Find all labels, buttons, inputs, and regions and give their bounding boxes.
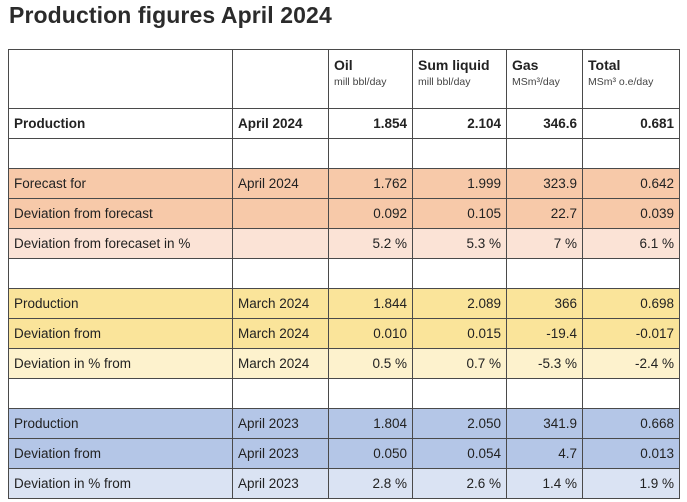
spacer-row xyxy=(8,258,680,289)
gas-value: 7 % xyxy=(506,228,583,259)
row-period: April 2023 xyxy=(232,408,329,439)
spacer-row xyxy=(8,378,680,409)
table-row: Deviation from April 2023 0.050 0.054 4.… xyxy=(8,438,680,469)
total-value: -0.017 xyxy=(582,318,680,349)
sum-liquid-value: 0.054 xyxy=(412,438,507,469)
row-label: Deviation in % from xyxy=(8,348,233,379)
gas-value: -19.4 xyxy=(506,318,583,349)
table-row: Deviation from March 2024 0.010 0.015 -1… xyxy=(8,318,680,349)
header-sum-liquid: Sum liquid mill bbl/day xyxy=(412,49,507,109)
oil-value: 0.050 xyxy=(328,438,413,469)
header-oil: Oil mill bbl/day xyxy=(328,49,413,109)
sum-liquid-value: 0.7 % xyxy=(412,348,507,379)
gas-value: 22.7 xyxy=(506,198,583,229)
row-label: Deviation from xyxy=(8,438,233,469)
row-label: Production xyxy=(8,108,233,139)
row-period: April 2024 xyxy=(232,168,329,199)
sum-liquid-value: 0.015 xyxy=(412,318,507,349)
sum-liquid-value: 0.105 xyxy=(412,198,507,229)
sum-liquid-value: 1.999 xyxy=(412,168,507,199)
row-period: March 2024 xyxy=(232,318,329,349)
header-gas: Gas MSm³/day xyxy=(506,49,583,109)
oil-value: 1.854 xyxy=(328,108,413,139)
row-label: Production xyxy=(8,288,233,319)
row-label: Deviation from forecast xyxy=(8,198,233,229)
row-label: Deviation from xyxy=(8,318,233,349)
oil-value: 0.092 xyxy=(328,198,413,229)
row-period: April 2023 xyxy=(232,438,329,469)
table-row: Forecast for April 2024 1.762 1.999 323.… xyxy=(8,168,680,199)
row-period: March 2024 xyxy=(232,348,329,379)
total-value: 0.698 xyxy=(582,288,680,319)
oil-value: 1.804 xyxy=(328,408,413,439)
gas-value: 341.9 xyxy=(506,408,583,439)
total-value: 0.013 xyxy=(582,438,680,469)
oil-value: 1.844 xyxy=(328,288,413,319)
sum-liquid-value: 5.3 % xyxy=(412,228,507,259)
header-total: Total MSm³ o.e/day xyxy=(582,49,680,109)
row-label: Deviation in % from xyxy=(8,468,233,499)
sum-liquid-value: 2.6 % xyxy=(412,468,507,499)
oil-value: 5.2 % xyxy=(328,228,413,259)
header-empty-cell xyxy=(232,49,329,109)
total-value: -2.4 % xyxy=(582,348,680,379)
gas-value: 366 xyxy=(506,288,583,319)
table-row: Deviation in % from March 2024 0.5 % 0.7… xyxy=(8,348,680,379)
gas-value: 1.4 % xyxy=(506,468,583,499)
row-label: Deviation from forecaset in % xyxy=(8,228,233,259)
total-value: 0.039 xyxy=(582,198,680,229)
table-row: Production April 2023 1.804 2.050 341.9 … xyxy=(8,408,680,439)
total-value: 0.642 xyxy=(582,168,680,199)
oil-value: 0.010 xyxy=(328,318,413,349)
oil-value: 1.762 xyxy=(328,168,413,199)
row-period xyxy=(232,198,329,229)
gas-value: 346.6 xyxy=(506,108,583,139)
oil-value: 0.5 % xyxy=(328,348,413,379)
row-period: April 2023 xyxy=(232,468,329,499)
oil-value: 2.8 % xyxy=(328,468,413,499)
production-table: Oil mill bbl/day Sum liquid mill bbl/day G… xyxy=(8,49,680,499)
row-period xyxy=(232,228,329,259)
sum-liquid-value: 2.089 xyxy=(412,288,507,319)
gas-value: 4.7 xyxy=(506,438,583,469)
row-label: Forecast for xyxy=(8,168,233,199)
table-row: Deviation from forecaset in % 5.2 % 5.3 … xyxy=(8,228,680,259)
row-period: April 2024 xyxy=(232,108,329,139)
row-label: Production xyxy=(8,408,233,439)
row-period: March 2024 xyxy=(232,288,329,319)
gas-value: -5.3 % xyxy=(506,348,583,379)
sum-liquid-value: 2.104 xyxy=(412,108,507,139)
page-title: Production figures April 2024 xyxy=(9,2,332,28)
table-row: Production March 2024 1.844 2.089 366 0.… xyxy=(8,288,680,319)
total-value: 1.9 % xyxy=(582,468,680,499)
table-row: Deviation from forecast 0.092 0.105 22.7… xyxy=(8,198,680,229)
gas-value: 323.9 xyxy=(506,168,583,199)
total-value: 0.681 xyxy=(582,108,680,139)
total-value: 6.1 % xyxy=(582,228,680,259)
header-empty-cell xyxy=(8,49,233,109)
table-header-row: Oil mill bbl/day Sum liquid mill bbl/day G… xyxy=(8,49,680,109)
table-row: Production April 2024 1.854 2.104 346.6 … xyxy=(8,108,680,139)
sum-liquid-value: 2.050 xyxy=(412,408,507,439)
table-row: Deviation in % from April 2023 2.8 % 2.6… xyxy=(8,468,680,499)
spacer-row xyxy=(8,138,680,169)
total-value: 0.668 xyxy=(582,408,680,439)
